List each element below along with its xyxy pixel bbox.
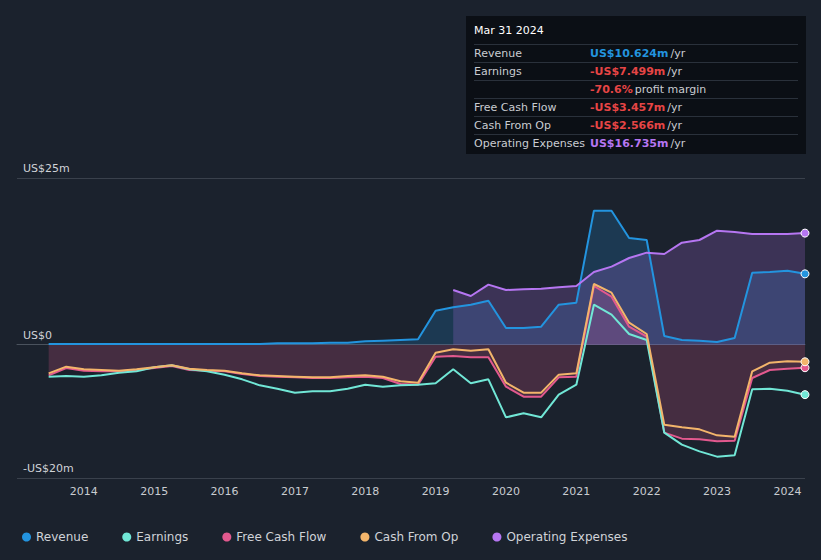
svg-text:2022: 2022 [633,485,661,498]
html-text:Mar 31 2024: Mar 31 2024 [474,24,544,37]
svg-text:2023: 2023 [703,485,731,498]
html-text:US$10.624m /yr: US$10.624m /yr [590,47,686,60]
svg-text:Operating Expenses: Operating Expenses [506,530,627,544]
svg-text:2018: 2018 [351,485,379,498]
svg-text:2024: 2024 [773,485,801,498]
svg-text:Free Cash Flow: Free Cash Flow [236,530,326,544]
svg-text:2014: 2014 [70,485,98,498]
svg-text:2021: 2021 [562,485,590,498]
html-text:Cash From Op: Cash From Op [474,119,551,132]
svg-text:Revenue: Revenue [36,530,88,544]
svg-text:-US$20m: -US$20m [23,462,74,475]
html-text:US$16.735m /yr: US$16.735m /yr [590,137,686,150]
svg-text:Earnings: Earnings [136,530,188,544]
html-text:Earnings: Earnings [474,65,522,78]
html-text:-US$3.457m /yr: -US$3.457m /yr [590,101,683,114]
html-text:-US$7.499m /yr: -US$7.499m /yr [590,65,683,78]
svg-text:US$0: US$0 [23,329,52,342]
svg-text:2016: 2016 [211,485,239,498]
svg-text:Cash From Op: Cash From Op [374,530,458,544]
html-text:Operating Expenses: Operating Expenses [474,137,585,150]
svg-text:2017: 2017 [281,485,309,498]
svg-text:2015: 2015 [140,485,168,498]
svg-text:2020: 2020 [492,485,520,498]
html-text:-US$2.566m /yr: -US$2.566m /yr [590,119,683,132]
svg-text:US$25m: US$25m [23,162,70,175]
html-text:Free Cash Flow: Free Cash Flow [474,101,557,114]
html-text:Revenue: Revenue [474,47,522,60]
html-text:-70.6% profit margin: -70.6% profit margin [590,83,707,96]
svg-text:2019: 2019 [422,485,450,498]
